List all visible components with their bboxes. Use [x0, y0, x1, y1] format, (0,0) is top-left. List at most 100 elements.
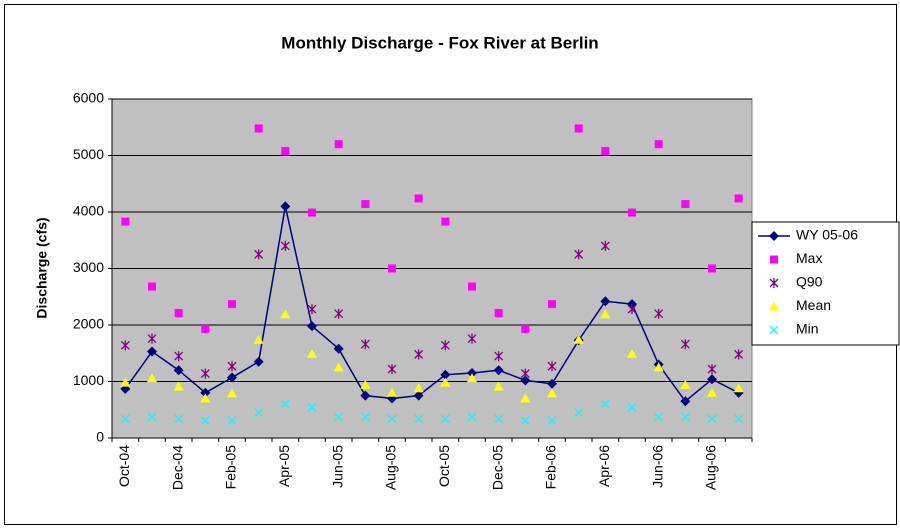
marker — [494, 309, 503, 318]
marker — [173, 365, 184, 376]
marker — [547, 361, 557, 372]
marker — [707, 387, 717, 397]
marker — [547, 416, 557, 425]
marker — [307, 348, 317, 358]
y-tick-label: 0 — [96, 429, 104, 445]
marker — [654, 412, 664, 422]
marker — [147, 333, 157, 344]
marker — [228, 300, 236, 309]
marker — [227, 416, 237, 425]
marker — [200, 416, 210, 425]
x-tick-label: Feb-05 — [223, 445, 239, 490]
marker — [414, 414, 424, 424]
marker — [440, 369, 451, 380]
marker — [733, 383, 744, 393]
marker — [360, 412, 370, 422]
x-tick-label: Oct-04 — [116, 445, 132, 487]
marker — [600, 399, 610, 409]
y-axis-label: Discharge (cfs) — [34, 217, 50, 318]
marker — [440, 377, 451, 387]
marker — [254, 249, 264, 260]
legend-marker — [769, 301, 779, 311]
marker — [121, 217, 130, 226]
marker — [467, 333, 477, 344]
marker — [681, 200, 690, 209]
y-tick-label: 4000 — [73, 203, 104, 219]
marker — [734, 349, 744, 360]
series-line — [124, 206, 740, 403]
marker — [493, 365, 504, 376]
legend-label: WY 05-06 — [796, 227, 858, 243]
marker — [653, 362, 664, 372]
marker — [413, 383, 424, 393]
y-tick-label: 5000 — [73, 146, 104, 162]
marker — [414, 349, 424, 360]
marker — [493, 381, 504, 391]
marker — [201, 324, 210, 333]
marker — [548, 300, 556, 309]
marker — [520, 375, 531, 386]
marker — [627, 403, 637, 412]
marker — [120, 414, 130, 424]
marker — [494, 351, 504, 362]
marker — [547, 388, 557, 398]
legend-label: Q90 — [796, 274, 823, 290]
x-tick-label: Aug-06 — [703, 445, 719, 490]
marker — [547, 378, 557, 389]
marker — [280, 201, 291, 212]
marker — [520, 416, 530, 425]
marker — [280, 399, 290, 409]
marker — [441, 217, 450, 226]
marker — [334, 412, 344, 422]
marker — [334, 308, 344, 319]
marker — [387, 387, 397, 397]
marker — [414, 194, 423, 203]
marker — [627, 304, 637, 315]
marker — [253, 334, 264, 344]
marker — [467, 412, 477, 422]
marker — [494, 414, 504, 424]
marker — [254, 408, 264, 418]
x-tick-label: Apr-06 — [596, 445, 612, 487]
x-tick-label: Jun-06 — [649, 445, 665, 488]
marker — [333, 343, 344, 354]
marker — [307, 403, 317, 412]
marker — [440, 340, 450, 351]
marker — [308, 208, 316, 217]
x-tick-label: Aug-05 — [383, 445, 399, 490]
marker — [227, 372, 237, 383]
legend-marker — [769, 325, 779, 335]
marker — [388, 264, 396, 273]
marker — [680, 412, 690, 422]
legend-marker — [770, 255, 778, 264]
legend-label: Max — [796, 250, 822, 266]
marker — [147, 412, 157, 422]
marker — [734, 414, 744, 424]
marker — [467, 373, 477, 383]
marker — [707, 414, 717, 424]
marker — [521, 324, 530, 333]
marker — [360, 379, 371, 389]
marker — [601, 146, 610, 155]
marker — [707, 374, 717, 385]
y-tick-label: 6000 — [73, 90, 104, 106]
x-tick-label: Feb-06 — [543, 445, 559, 490]
legend-label: Mean — [796, 297, 831, 313]
marker — [707, 364, 717, 375]
marker — [227, 361, 237, 372]
marker — [600, 240, 610, 251]
marker — [280, 309, 291, 319]
marker — [627, 348, 637, 358]
x-tick-label: Apr-05 — [276, 445, 292, 487]
marker — [467, 368, 477, 379]
marker — [281, 146, 290, 155]
marker — [600, 309, 611, 319]
marker — [387, 414, 397, 424]
marker — [387, 364, 397, 375]
marker — [174, 414, 184, 424]
marker — [334, 140, 343, 149]
marker — [680, 339, 690, 350]
marker — [680, 396, 691, 407]
marker — [654, 140, 663, 149]
